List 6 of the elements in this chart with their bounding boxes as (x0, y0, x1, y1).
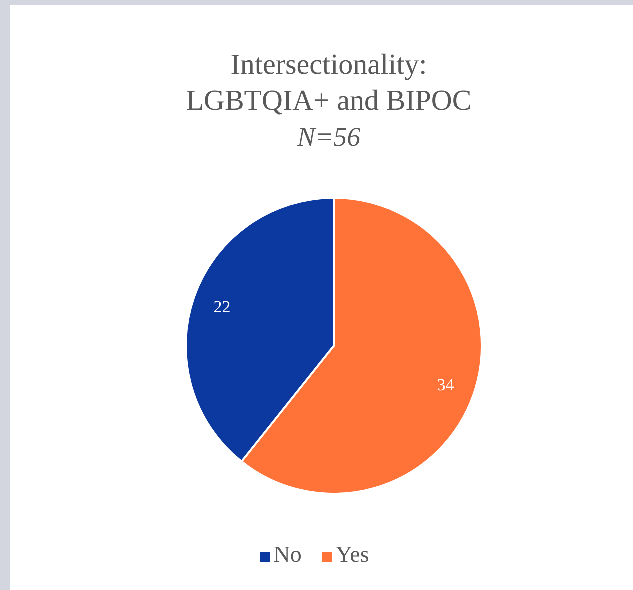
data-label: 34 (437, 376, 455, 395)
legend-label: Yes (336, 542, 370, 567)
legend-label: No (274, 542, 302, 567)
chart-title: Intersectionality: LGBTQIA+ and BIPOC (185, 48, 473, 119)
data-label: 22 (214, 297, 231, 316)
chart-subtitle: N=56 (296, 121, 362, 154)
